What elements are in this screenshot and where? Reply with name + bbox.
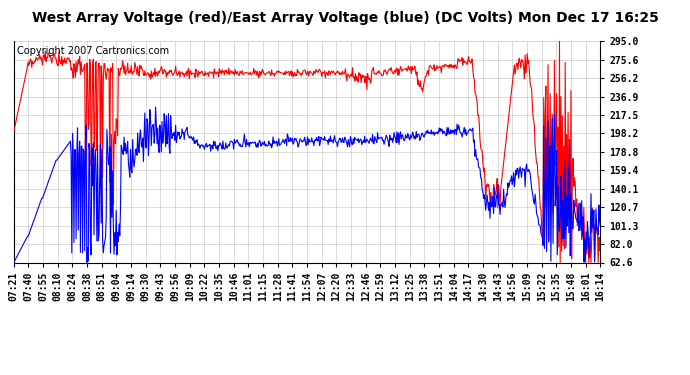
Text: West Array Voltage (red)/East Array Voltage (blue) (DC Volts) Mon Dec 17 16:25: West Array Voltage (red)/East Array Volt… (32, 11, 658, 25)
Text: Copyright 2007 Cartronics.com: Copyright 2007 Cartronics.com (17, 46, 169, 56)
